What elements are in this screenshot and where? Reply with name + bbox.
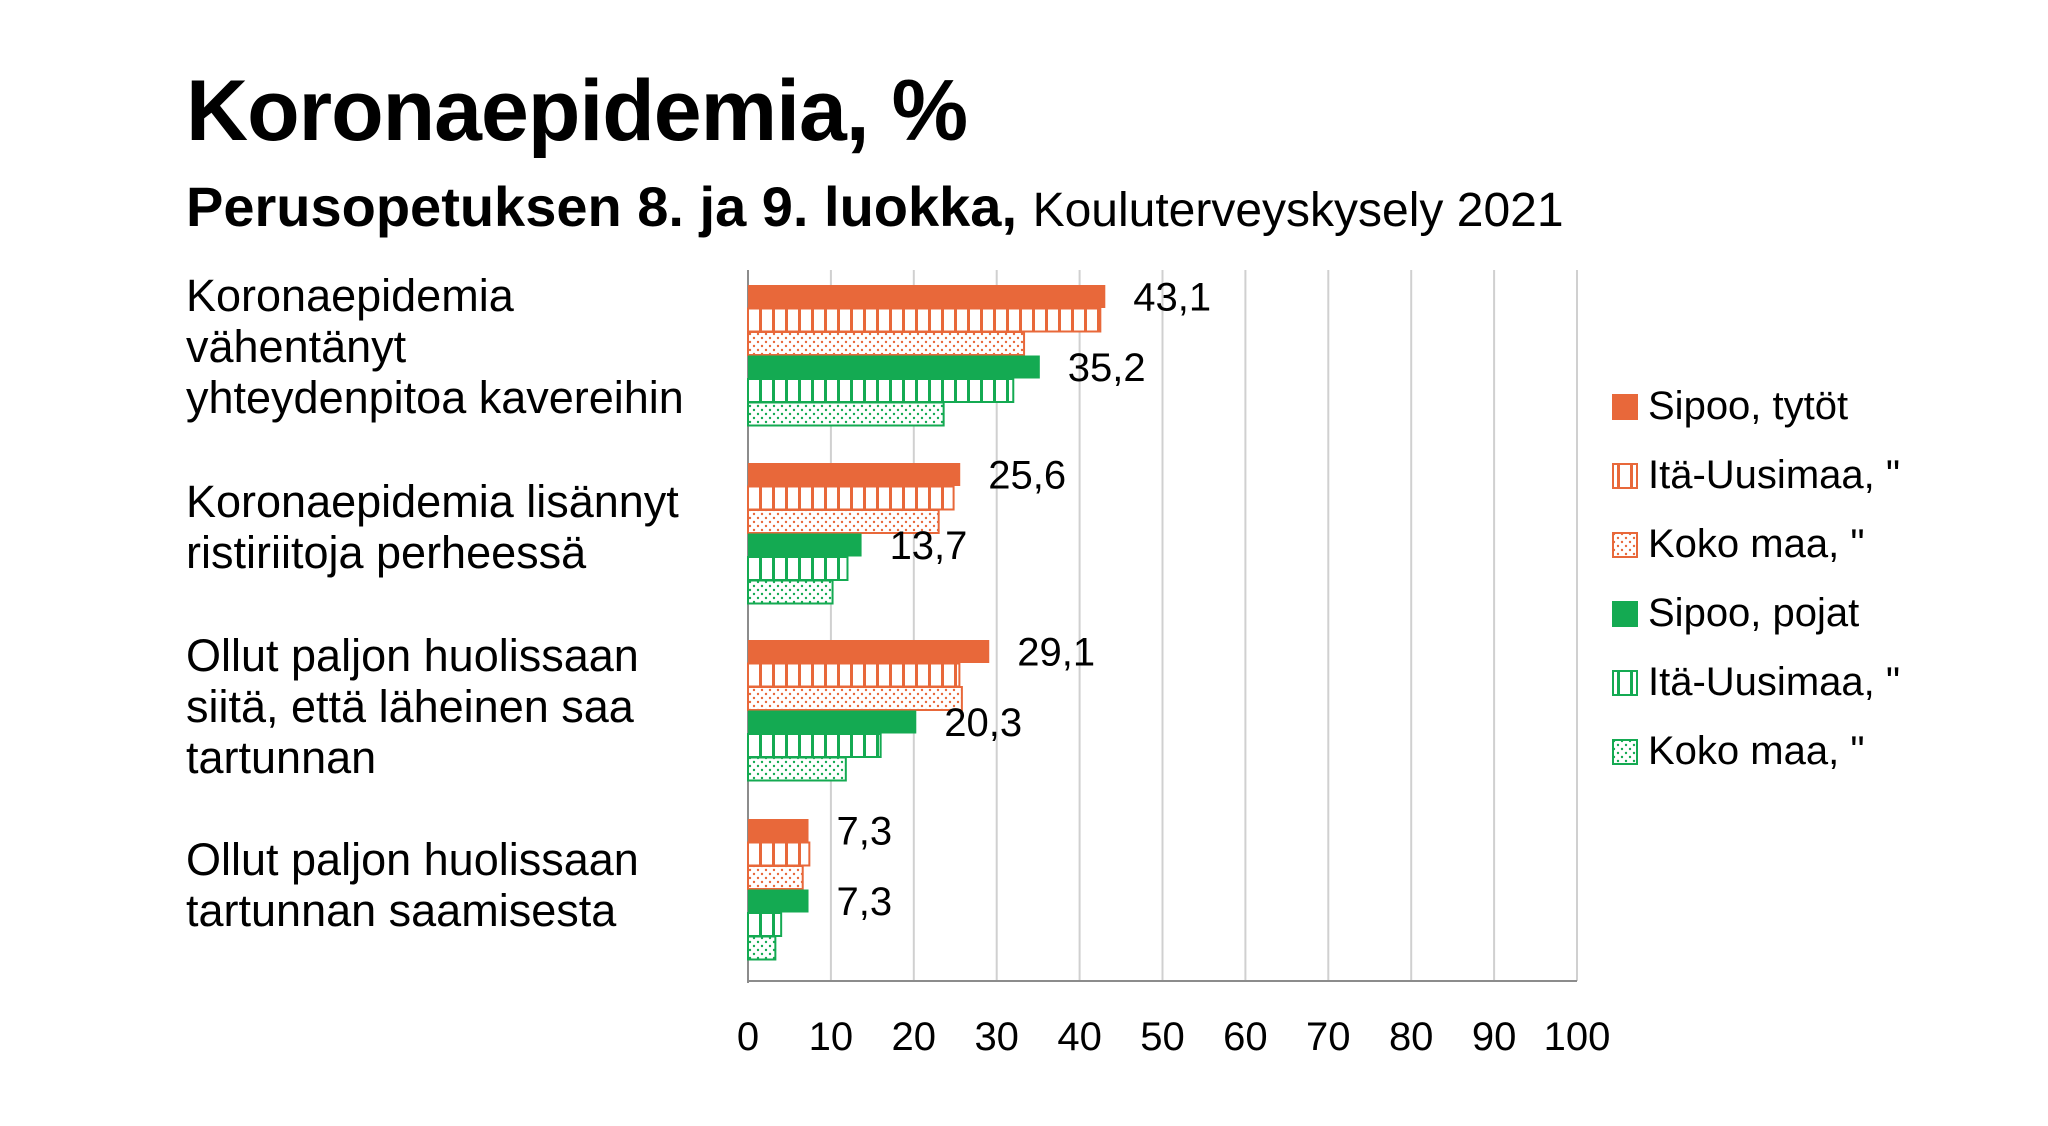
- chart-title: Koronaepidemia, %: [186, 63, 968, 159]
- category-label: Ollut paljon huolissaan tartunnan saamis…: [186, 834, 639, 936]
- bar: [748, 355, 1040, 379]
- data-label: 7,3: [837, 880, 893, 924]
- x-tick-label: 50: [1140, 1015, 1185, 1059]
- x-tick-label: 20: [892, 1015, 937, 1059]
- data-label: 20,3: [944, 701, 1022, 745]
- x-tick-label: 0: [737, 1015, 759, 1059]
- x-tick-label: 30: [974, 1015, 1019, 1059]
- bar: [748, 819, 809, 842]
- category-label: Ollut paljon huolissaan siitä, että lähe…: [186, 630, 639, 783]
- legend-item: Itä-Uusimaa, ": [1612, 648, 1900, 717]
- bar: [747, 733, 882, 758]
- legend-label: Sipoo, tytöt: [1648, 384, 1849, 428]
- subtitle-bold: Perusopetuksen 8. ja 9. luokka,: [186, 175, 1018, 238]
- bar: [748, 285, 1106, 308]
- legend-label: Itä-Uusimaa, ": [1648, 453, 1901, 497]
- data-label: 13,7: [890, 524, 968, 568]
- subtitle-source: Kouluterveyskysely 2021: [1032, 184, 1564, 237]
- legend-item: Itä-Uusimaa, ": [1612, 441, 1900, 510]
- bar: [747, 935, 777, 961]
- x-tick-label: 100: [1544, 1015, 1611, 1059]
- chart-subtitle: Perusopetuksen 8. ja 9. luokka, Kouluter…: [186, 174, 1564, 239]
- data-label: 25,6: [988, 454, 1066, 498]
- data-label: 7,3: [837, 810, 893, 854]
- legend-item: Koko maa, ": [1612, 717, 1900, 786]
- bar: [747, 485, 955, 511]
- bar: [747, 686, 963, 711]
- bar: [747, 378, 1015, 403]
- labels-layer: 0 10 20 30 40 50 60 70 80 90 100 43,1 25,6 29,1 7,3 35,…: [737, 276, 1611, 1060]
- x-tick-label: 60: [1223, 1015, 1268, 1059]
- legend-label: Sipoo, pojat: [1648, 591, 1860, 635]
- legend-swatch: [1612, 738, 1638, 765]
- x-tick-label: 10: [809, 1015, 854, 1059]
- bar: [748, 463, 961, 486]
- legend-label: Itä-Uusimaa, ": [1648, 660, 1901, 704]
- bars-layer: [747, 285, 1106, 961]
- data-label: 29,1: [1017, 631, 1095, 675]
- legend-swatch: [1612, 669, 1638, 696]
- category-label: Koronaepidemia vähentänyt yhteydenpitoa …: [186, 270, 684, 423]
- data-label: 43,1: [1133, 276, 1211, 320]
- legend-swatch: [1612, 531, 1638, 558]
- bar: [748, 710, 917, 734]
- bar: [747, 756, 847, 782]
- x-tick-label: 90: [1472, 1015, 1517, 1059]
- legend-swatch: [1612, 462, 1638, 489]
- x-tick-label: 80: [1389, 1015, 1434, 1059]
- bar: [748, 533, 862, 557]
- bar: [747, 307, 1102, 333]
- bar: [747, 331, 1026, 356]
- legend-label: Koko maa, ": [1648, 522, 1865, 566]
- bar: [747, 556, 849, 581]
- legend-swatch: [1612, 393, 1638, 420]
- legend-label: Koko maa, ": [1648, 729, 1865, 773]
- x-tick-label: 40: [1057, 1015, 1102, 1059]
- bar: [747, 579, 834, 605]
- x-tick-label: 70: [1306, 1015, 1351, 1059]
- legend-item: Koko maa, ": [1612, 510, 1900, 579]
- legend: Sipoo, tytöt Itä-Uusimaa, " Koko maa, " Sip…: [1612, 372, 1900, 786]
- bar: [747, 401, 945, 427]
- bar: [747, 841, 811, 867]
- legend-item: Sipoo, pojat: [1612, 579, 1900, 648]
- category-label: Koronaepidemia lisännyt ristiriitoja per…: [186, 476, 679, 578]
- bar: [748, 640, 990, 663]
- bar: [748, 889, 809, 913]
- legend-swatch: [1612, 600, 1638, 627]
- legend-item: Sipoo, tytöt: [1612, 372, 1900, 441]
- bar: [747, 662, 961, 688]
- bar: [747, 912, 783, 937]
- bar: [747, 509, 940, 534]
- data-label: 35,2: [1068, 346, 1146, 390]
- bar: [747, 865, 804, 890]
